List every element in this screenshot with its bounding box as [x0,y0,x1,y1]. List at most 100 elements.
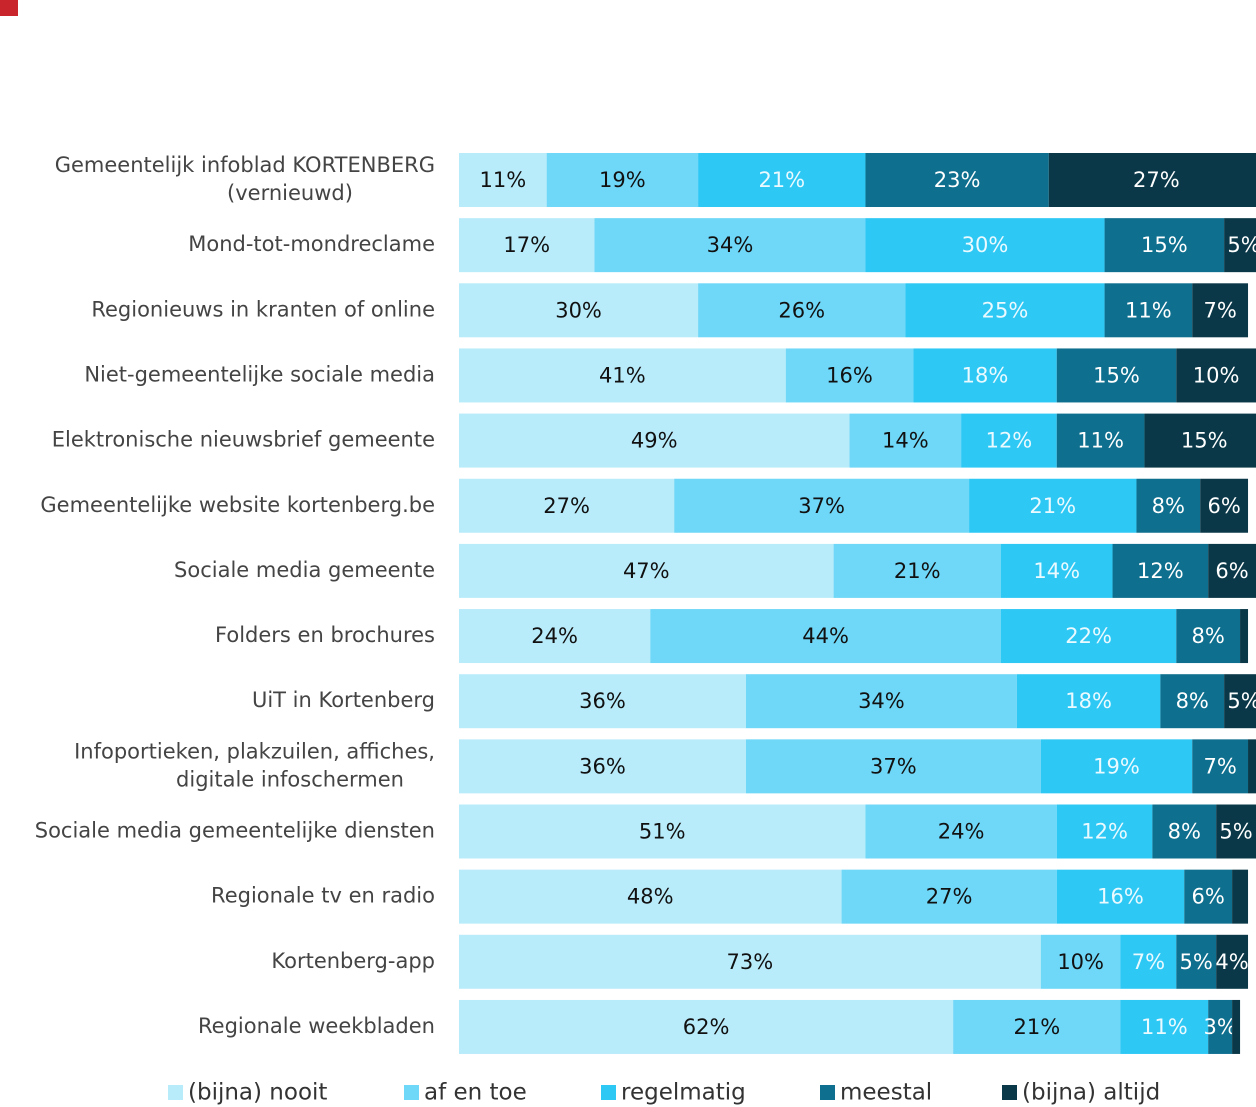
value-label: 11% [479,168,526,192]
bar-segment [1056,804,1153,859]
value-label: 18% [962,363,1009,387]
value-label: 10% [1193,363,1240,387]
bar-segment [953,999,1121,1054]
value-label: 25% [982,298,1029,322]
value-label: 62% [683,1015,730,1039]
bar-segment [1224,674,1256,729]
value-label: 4% [1215,950,1248,974]
bar-segment [1112,543,1209,598]
category-label: Gemeentelijk infoblad KORTENBERG (vernieu… [55,153,435,205]
bar-segment [459,413,850,468]
brand-mark [0,0,18,16]
value-label: 6% [1207,494,1240,518]
bar-segment [1056,869,1185,924]
bar-segment [459,543,834,598]
bar-segment [1200,478,1249,533]
category-label: Sociale media gemeentelijke diensten [35,819,435,843]
value-label: 8% [1176,689,1209,713]
category-label: Folders en brochures [215,623,435,647]
bar-segment [594,218,866,273]
value-label: 73% [727,950,774,974]
value-label: 11% [1077,429,1124,453]
value-label: 10% [1057,950,1104,974]
bar-segment [459,739,746,794]
value-label: 36% [579,754,626,778]
bar-segment [1224,218,1256,273]
legend-swatch [404,1085,419,1100]
bar-segment [745,674,1017,729]
value-label: 12% [1137,559,1184,583]
value-label: 24% [938,820,985,844]
category-label: Sociale media gemeente [174,558,435,582]
value-label: 27% [926,885,973,909]
legend-label: meestal [840,1080,932,1106]
value-label: 37% [798,494,845,518]
category-label: Mond-tot-mondreclame [188,232,435,256]
value-label: 6% [1192,885,1225,909]
value-label: 5% [1180,950,1213,974]
category-label: Gemeentelijke website kortenberg.be [40,493,435,517]
value-label: 21% [894,559,941,583]
category-label: Kortenberg-app [271,949,435,973]
value-label: 44% [802,624,849,648]
bar-segment [459,999,954,1054]
bar-segment [650,609,1001,664]
value-label: 8% [1152,494,1185,518]
bar-segment [1192,739,1249,794]
legend-label: (bijna) nooit [188,1080,327,1106]
bar-segment [849,413,962,468]
bar-segment [1048,153,1256,207]
value-label: 21% [1013,1015,1060,1039]
value-label: 6% [1215,559,1248,583]
category-label: Regionale tv en radio [211,884,435,908]
bar-segment [913,348,1057,403]
value-label: 7% [1203,298,1236,322]
bar-segment [1144,413,1256,468]
legend-label: (bijna) altijd [1022,1080,1160,1106]
value-label: 18% [1065,689,1112,713]
value-label: 23% [934,168,981,192]
bar-segment [1016,674,1161,729]
bar-segment [1240,609,1249,664]
value-label: 5% [1219,820,1252,844]
legend-label: regelmatig [621,1080,746,1106]
value-label: 15% [1181,429,1228,453]
value-label: 15% [1141,233,1188,257]
bar-segment [1232,999,1241,1054]
bar-segment [459,153,547,207]
bar-segment [841,869,1057,924]
bar-segment [459,934,1041,989]
bar-segment [1184,869,1233,924]
bar-segment [865,804,1057,859]
bar-segment [459,609,651,664]
bar-segment [1208,543,1256,598]
bar-segment [1000,543,1113,598]
bar-segment [1176,934,1217,989]
value-label: 48% [627,885,674,909]
bar-segment [969,478,1137,533]
bar-segment [698,283,906,338]
bar-segment [459,869,842,924]
value-label: 26% [778,298,825,322]
value-label: 37% [870,754,917,778]
value-label: 14% [882,429,929,453]
bar-segment [1208,999,1233,1054]
value-label: 15% [1093,363,1140,387]
bar-segment [1192,283,1249,338]
value-label: 5% [1227,689,1256,713]
bar-segment [698,153,866,207]
value-label: 3% [1203,1015,1236,1039]
bar-segment [459,283,699,338]
bar-segment [459,348,786,403]
value-label: 47% [623,559,670,583]
bar-segment [865,153,1049,207]
value-label: 16% [1097,885,1144,909]
bar-segment [1056,413,1145,468]
bar-segment [1104,218,1225,273]
bar-segment [1000,609,1177,664]
value-label: 16% [826,363,873,387]
value-label: 30% [962,233,1009,257]
bar-segment [459,218,595,273]
value-label: 5% [1227,233,1256,257]
value-label: 7% [1203,754,1236,778]
